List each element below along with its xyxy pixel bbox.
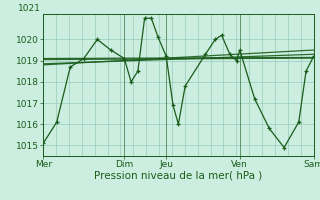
Text: 1021: 1021 bbox=[18, 4, 41, 13]
X-axis label: Pression niveau de la mer( hPa ): Pression niveau de la mer( hPa ) bbox=[94, 171, 262, 181]
